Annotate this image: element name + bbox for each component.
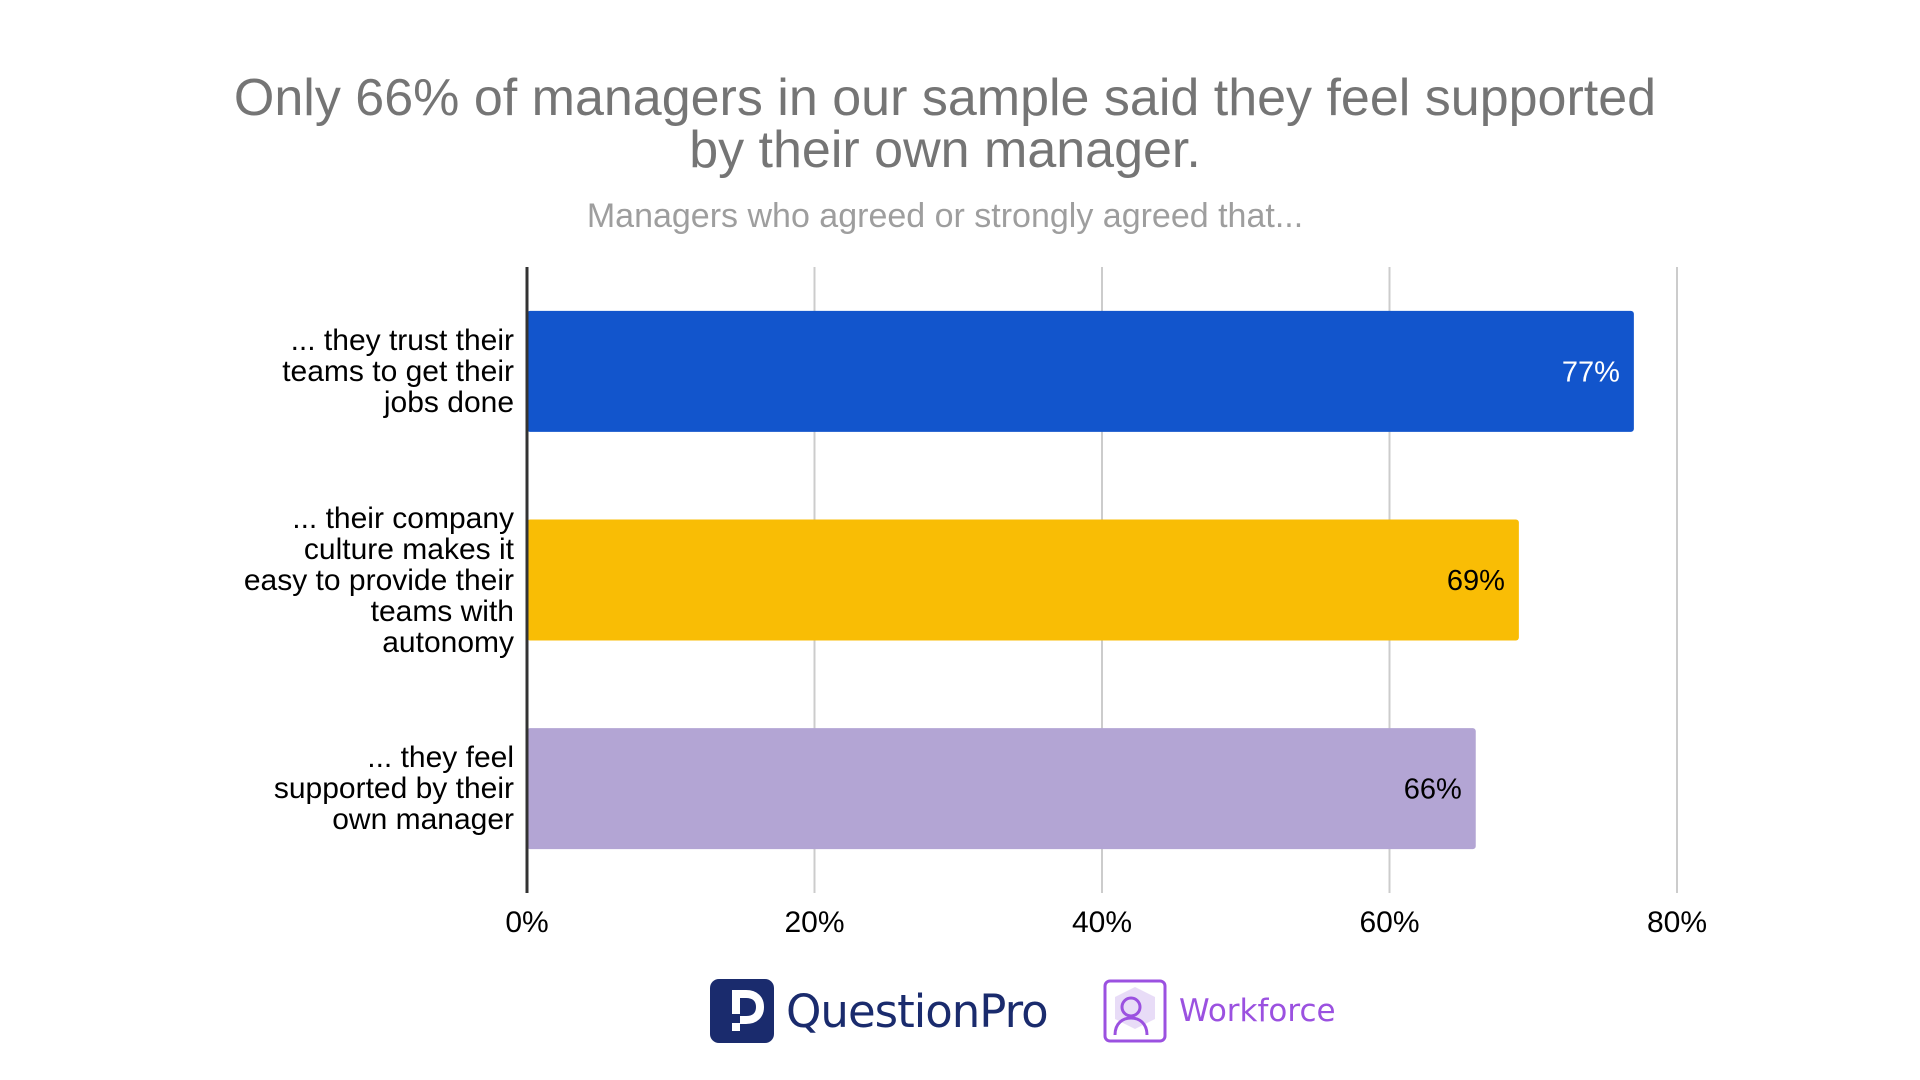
category-label-1: ... they trust their teams to get their jo…	[194, 325, 514, 418]
data-label-2: 69%	[1447, 565, 1505, 597]
category-label-2: ... their company culture makes it easy to…	[194, 503, 514, 658]
data-label-1: 77%	[1562, 356, 1620, 388]
chart-subtitle: Managers who agreed or strongly agreed t…	[586, 197, 1304, 235]
questionpro-brand-text: QuestionPro	[786, 984, 1049, 1038]
category-label-line: culture makes it	[303, 532, 514, 566]
x-tick-label-0: 0%	[505, 906, 548, 939]
category-label-line: ... they trust their	[290, 323, 514, 357]
category-label-line: easy to provide their	[243, 563, 514, 597]
chart-title-line-2: by their own manager.	[689, 121, 1201, 179]
category-label-line: ... their company	[292, 501, 514, 535]
x-tick-label-20: 20%	[784, 906, 844, 939]
category-label-line: teams to get their	[282, 354, 514, 388]
footer-logos: QuestionPro Workforce	[0, 978, 1920, 1048]
category-label-line: supported by their	[273, 772, 514, 806]
category-label-line: autonomy	[382, 625, 514, 659]
chart-title-line-1: Only 66% of managers in our sample said …	[233, 69, 1657, 127]
category-label-line: jobs done	[383, 385, 514, 419]
questionpro-logo-icon	[710, 979, 774, 1043]
bar-2	[527, 519, 1519, 641]
category-label-line: ... they feel	[367, 741, 514, 775]
x-tick-label-80: 80%	[1647, 906, 1707, 939]
workforce-brand-text: Workforce	[1179, 993, 1336, 1029]
category-label-3: ... they feel supported by their own manag…	[194, 742, 514, 835]
bar-3	[527, 728, 1476, 850]
questionpro-logo: QuestionPro	[710, 978, 1049, 1044]
bar-1	[527, 310, 1634, 432]
workforce-logo: Workforce	[1103, 978, 1336, 1044]
x-tick-label-60: 60%	[1359, 906, 1419, 939]
data-label-3: 66%	[1404, 774, 1462, 806]
x-tick-label-40: 40%	[1072, 906, 1132, 939]
workforce-person-icon	[1103, 979, 1167, 1043]
bar-chart: 0% 20% 40% 60% 80% 77% 69% 66%	[505, 267, 1707, 939]
category-label-line: own manager	[332, 803, 514, 837]
category-label-line: teams with	[370, 594, 514, 628]
